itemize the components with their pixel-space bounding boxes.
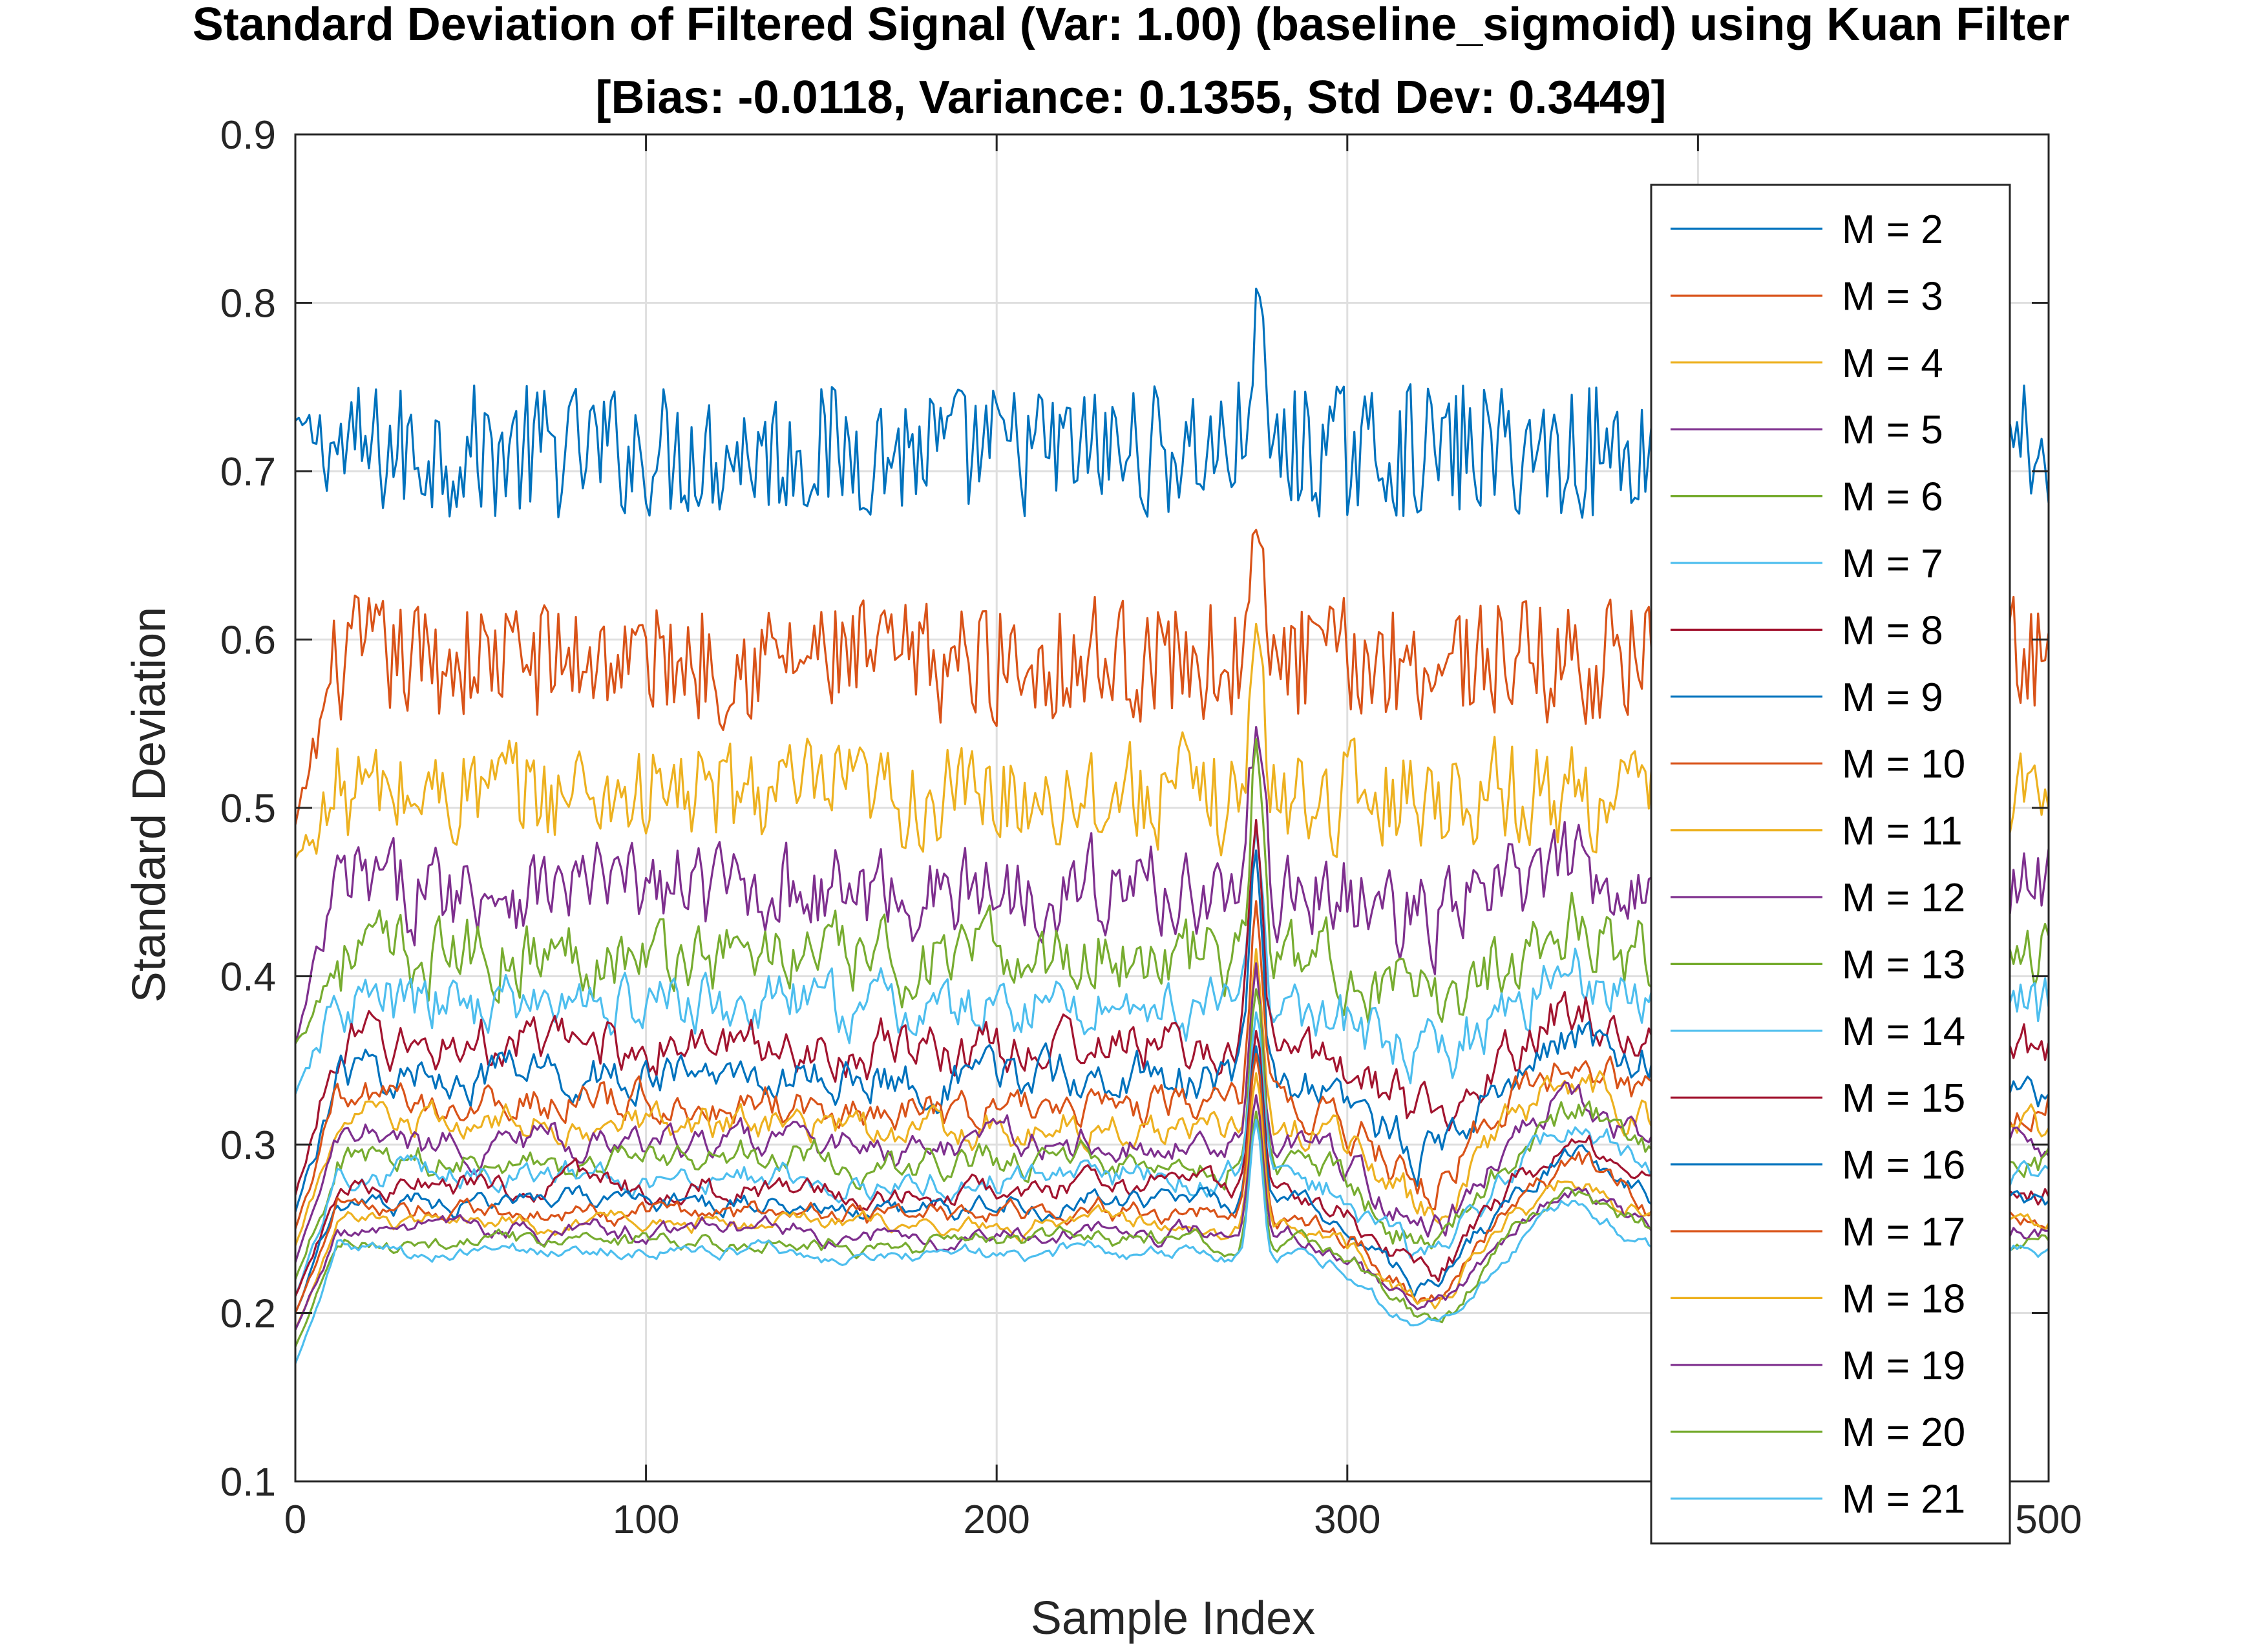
legend-label: M = 16 bbox=[1842, 1143, 1965, 1188]
y-tick-label: 0.4 bbox=[220, 955, 276, 1000]
y-tick-label: 0.6 bbox=[220, 619, 276, 663]
legend-label: M = 19 bbox=[1842, 1344, 1965, 1388]
legend-label: M = 8 bbox=[1842, 608, 1943, 653]
legend-label: M = 3 bbox=[1842, 274, 1943, 319]
y-tick-label: 0.9 bbox=[220, 113, 276, 158]
legend-label: M = 6 bbox=[1842, 475, 1943, 520]
y-axis-label: Standard Deviation bbox=[123, 607, 175, 1002]
x-tick-label: 500 bbox=[2015, 1498, 2082, 1542]
y-tick-label: 0.3 bbox=[220, 1123, 276, 1168]
legend-label: M = 13 bbox=[1842, 942, 1965, 987]
legend-label: M = 15 bbox=[1842, 1076, 1965, 1121]
legend-label: M = 17 bbox=[1842, 1210, 1965, 1255]
axis-ticks: 01002003004005000.10.20.30.40.50.60.70.8… bbox=[220, 113, 2082, 1542]
legend-label: M = 5 bbox=[1842, 408, 1943, 452]
legend: M = 2 M = 3 M = 4 M = 5 M = 6 M = 7 M = 8 M = 9… bbox=[1650, 184, 2011, 1545]
chart-title-line-1: Standard Deviation of Filtered Signal (V… bbox=[193, 0, 2070, 50]
legend-label: M = 18 bbox=[1842, 1276, 1965, 1321]
legend-label: M = 10 bbox=[1842, 742, 1965, 787]
legend-label: M = 9 bbox=[1842, 675, 1943, 720]
legend-label: M = 11 bbox=[1842, 809, 1963, 854]
legend-label: M = 21 bbox=[1842, 1477, 1965, 1522]
x-tick-label: 300 bbox=[1314, 1498, 1380, 1542]
y-tick-label: 0.5 bbox=[220, 787, 276, 831]
legend-label: M = 4 bbox=[1842, 341, 1943, 386]
y-tick-label: 0.7 bbox=[220, 450, 276, 494]
legend-label: M = 12 bbox=[1842, 876, 1965, 920]
y-tick-label: 0.2 bbox=[220, 1292, 276, 1337]
chart-title-line-2: [Bias: -0.0118, Variance: 0.1355, Std De… bbox=[596, 72, 1667, 123]
x-tick-label: 100 bbox=[613, 1498, 679, 1542]
x-tick-label: 200 bbox=[963, 1498, 1029, 1542]
legend-label: M = 20 bbox=[1842, 1410, 1965, 1455]
y-tick-label: 0.1 bbox=[220, 1460, 276, 1505]
legend-box bbox=[1650, 184, 2011, 1545]
legend-label: M = 7 bbox=[1842, 542, 1943, 586]
legend-label: M = 14 bbox=[1842, 1010, 1965, 1054]
y-tick-label: 0.8 bbox=[220, 282, 276, 326]
x-axis-label: Sample Index bbox=[1031, 1593, 1315, 1644]
x-tick-label: 0 bbox=[284, 1498, 306, 1542]
legend-label: M = 2 bbox=[1842, 207, 1943, 252]
